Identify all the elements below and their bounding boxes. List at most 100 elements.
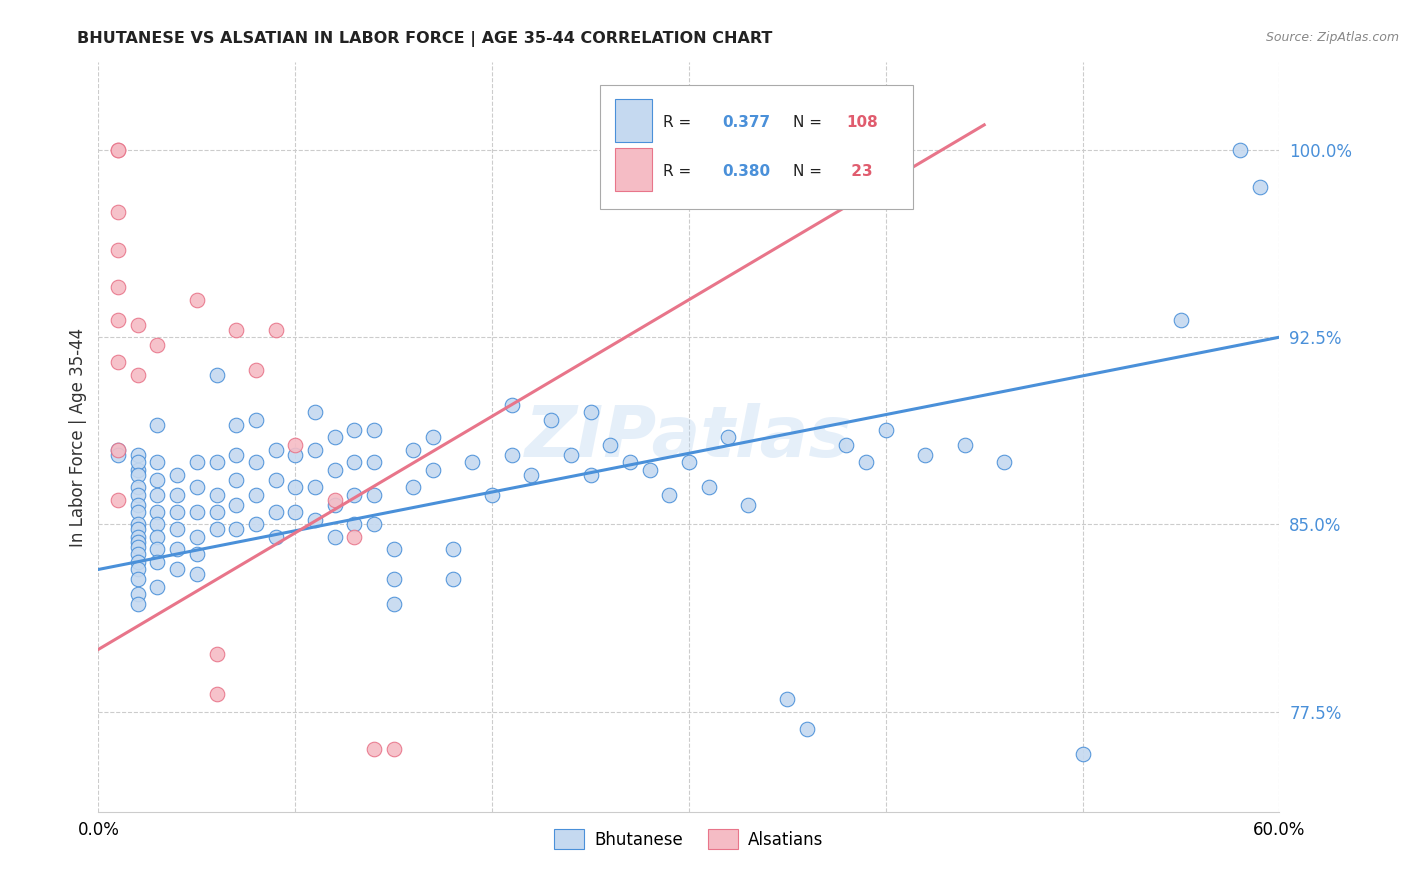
Point <box>205 523 228 537</box>
Point <box>402 442 425 457</box>
Point <box>146 542 169 557</box>
Point <box>107 143 129 157</box>
Point <box>205 648 228 662</box>
Point <box>441 542 464 557</box>
Point <box>304 512 326 526</box>
Point <box>146 580 169 594</box>
Point <box>225 323 247 337</box>
Point <box>323 462 346 476</box>
Point <box>343 517 366 532</box>
Point <box>205 505 228 519</box>
Text: ZIPatlas: ZIPatlas <box>526 402 852 472</box>
Point <box>481 487 503 501</box>
Point <box>186 567 208 582</box>
Point <box>697 480 720 494</box>
Point <box>520 467 543 482</box>
Point <box>225 417 247 432</box>
Point <box>205 687 228 701</box>
Point <box>638 462 661 476</box>
Point <box>186 548 208 562</box>
Point <box>264 323 287 337</box>
Point <box>127 523 149 537</box>
Point <box>796 723 818 737</box>
Point <box>146 487 169 501</box>
Point <box>914 448 936 462</box>
Point <box>186 293 208 307</box>
Point <box>245 487 267 501</box>
Point <box>619 455 641 469</box>
Point <box>225 448 247 462</box>
Point <box>1229 143 1251 157</box>
Point <box>540 412 562 426</box>
Point <box>146 505 169 519</box>
Point <box>146 417 169 432</box>
Text: R =: R = <box>664 163 696 178</box>
Point <box>363 517 385 532</box>
Point <box>127 480 149 494</box>
Point <box>166 505 188 519</box>
Point <box>737 498 759 512</box>
Point <box>186 505 208 519</box>
Point <box>304 405 326 419</box>
Point <box>658 487 681 501</box>
Point <box>993 455 1015 469</box>
Point <box>205 368 228 382</box>
Point <box>127 368 149 382</box>
Point <box>323 498 346 512</box>
Point <box>304 480 326 494</box>
Text: BHUTANESE VS ALSATIAN IN LABOR FORCE | AGE 35-44 CORRELATION CHART: BHUTANESE VS ALSATIAN IN LABOR FORCE | A… <box>77 31 773 47</box>
Point <box>560 448 582 462</box>
Point <box>363 423 385 437</box>
Point <box>107 205 129 219</box>
Point <box>146 530 169 544</box>
Point <box>166 542 188 557</box>
Point <box>107 355 129 369</box>
Point <box>343 423 366 437</box>
Point <box>127 318 149 332</box>
Point <box>264 530 287 544</box>
Point <box>127 467 149 482</box>
Text: N =: N = <box>793 163 827 178</box>
Point <box>343 487 366 501</box>
Point <box>284 437 307 451</box>
Point <box>264 505 287 519</box>
Point <box>107 442 129 457</box>
Point <box>107 280 129 294</box>
Point <box>501 448 523 462</box>
Point <box>461 455 484 469</box>
Point <box>107 143 129 157</box>
Point <box>441 573 464 587</box>
Point <box>264 442 287 457</box>
Point <box>284 448 307 462</box>
Point <box>304 442 326 457</box>
Point <box>363 742 385 756</box>
Point <box>579 467 602 482</box>
Point <box>402 480 425 494</box>
Point <box>284 505 307 519</box>
FancyBboxPatch shape <box>600 85 914 209</box>
Point <box>1249 180 1271 194</box>
Point <box>127 455 149 469</box>
Point <box>107 243 129 257</box>
Point <box>127 530 149 544</box>
Point <box>107 492 129 507</box>
Point <box>186 530 208 544</box>
Point <box>323 492 346 507</box>
Point <box>225 523 247 537</box>
Point <box>1071 747 1094 762</box>
Point <box>343 455 366 469</box>
Point <box>501 398 523 412</box>
Point <box>146 337 169 351</box>
Point <box>284 480 307 494</box>
Point <box>127 540 149 554</box>
Y-axis label: In Labor Force | Age 35-44: In Labor Force | Age 35-44 <box>69 327 87 547</box>
Text: 108: 108 <box>846 115 877 130</box>
Point <box>205 487 228 501</box>
Point <box>382 542 405 557</box>
Point <box>323 430 346 444</box>
Point <box>1170 312 1192 326</box>
Point <box>146 455 169 469</box>
Point <box>146 555 169 569</box>
Point <box>127 462 149 476</box>
Point <box>166 562 188 576</box>
